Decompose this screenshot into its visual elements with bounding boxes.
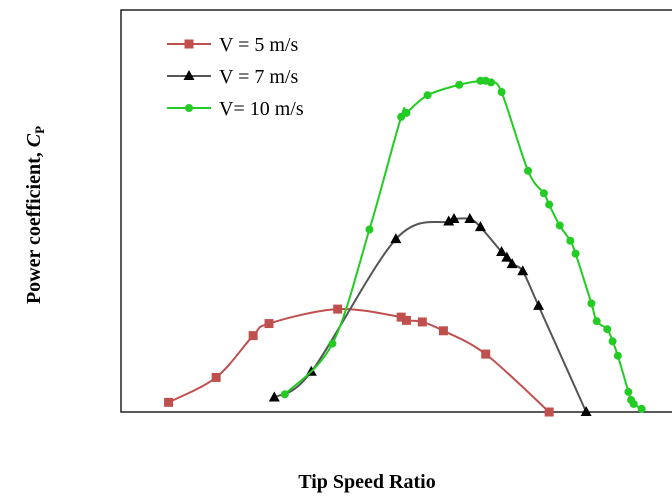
series-3-point — [328, 339, 337, 348]
series-1-point — [248, 331, 258, 341]
legend: V = 5 m/s V = 7 m/s V= 10 m/s — [167, 34, 304, 120]
legend-swatch-marker — [184, 39, 194, 49]
series-3-line — [284, 79, 643, 410]
x-axis-title: Tip Speed Ratio — [298, 471, 435, 493]
series-2-point — [464, 213, 476, 224]
series-1-point — [164, 397, 174, 407]
series-2-point — [448, 213, 460, 224]
y-axis-title: Power coefficient, CP — [23, 126, 47, 304]
series-3-point — [587, 299, 596, 308]
series-1-point — [396, 312, 406, 322]
series-3-point — [455, 80, 464, 89]
series-2-line — [273, 217, 588, 413]
series-1-point — [544, 407, 554, 417]
y-axis-title-subscript: P — [32, 126, 47, 134]
series-3-point — [545, 200, 554, 209]
series-2-point — [390, 233, 402, 244]
series-2-point — [580, 406, 592, 416]
series-3-point — [365, 225, 374, 234]
series-3-point — [497, 88, 506, 97]
series-3-point — [629, 399, 638, 408]
series-3-point — [566, 236, 575, 245]
series-1-point — [417, 317, 427, 327]
series-1-point — [333, 304, 343, 314]
series-2-point — [496, 246, 508, 257]
series-3-point — [571, 249, 580, 258]
series-3 — [280, 76, 646, 413]
series-3-point — [637, 404, 646, 413]
legend-label: V = 5 m/s — [219, 34, 298, 56]
series-2 — [268, 213, 592, 416]
series-1-point — [401, 315, 411, 325]
series-3-point — [280, 390, 289, 399]
series-3-point — [624, 387, 633, 396]
series-2-point — [517, 265, 529, 276]
series-2-point — [268, 391, 280, 402]
series-1-point — [481, 349, 491, 359]
series-3-point — [555, 221, 564, 230]
legend-swatch-marker — [183, 70, 195, 80]
series-1 — [164, 304, 554, 417]
legend-label: V= 10 m/s — [219, 98, 304, 120]
series-2-point — [501, 251, 513, 262]
series-3-point — [608, 337, 617, 346]
series-3-point — [487, 78, 495, 87]
series-3-point — [613, 351, 622, 360]
series-3-point — [423, 91, 432, 100]
series-2-point — [506, 258, 518, 269]
series-3-point — [402, 108, 411, 117]
y-axis-title-main: Power coefficient, — [23, 147, 45, 304]
legend-swatch-marker — [185, 104, 193, 112]
series-1-point — [264, 319, 274, 329]
series-3-point — [592, 317, 601, 326]
series-1-point — [211, 372, 221, 382]
series-1-point — [438, 326, 448, 336]
series-3-point — [524, 166, 532, 175]
series-layer — [164, 76, 646, 417]
legend-label: V = 7 m/s — [219, 66, 298, 88]
series-3-point — [539, 189, 548, 198]
series-2-point — [533, 299, 545, 310]
series-2-point — [474, 221, 486, 232]
series-1-line — [168, 308, 550, 413]
y-axis-title-symbol: C — [23, 133, 45, 147]
plot-frame — [120, 9, 672, 413]
series-3-point — [603, 325, 612, 334]
